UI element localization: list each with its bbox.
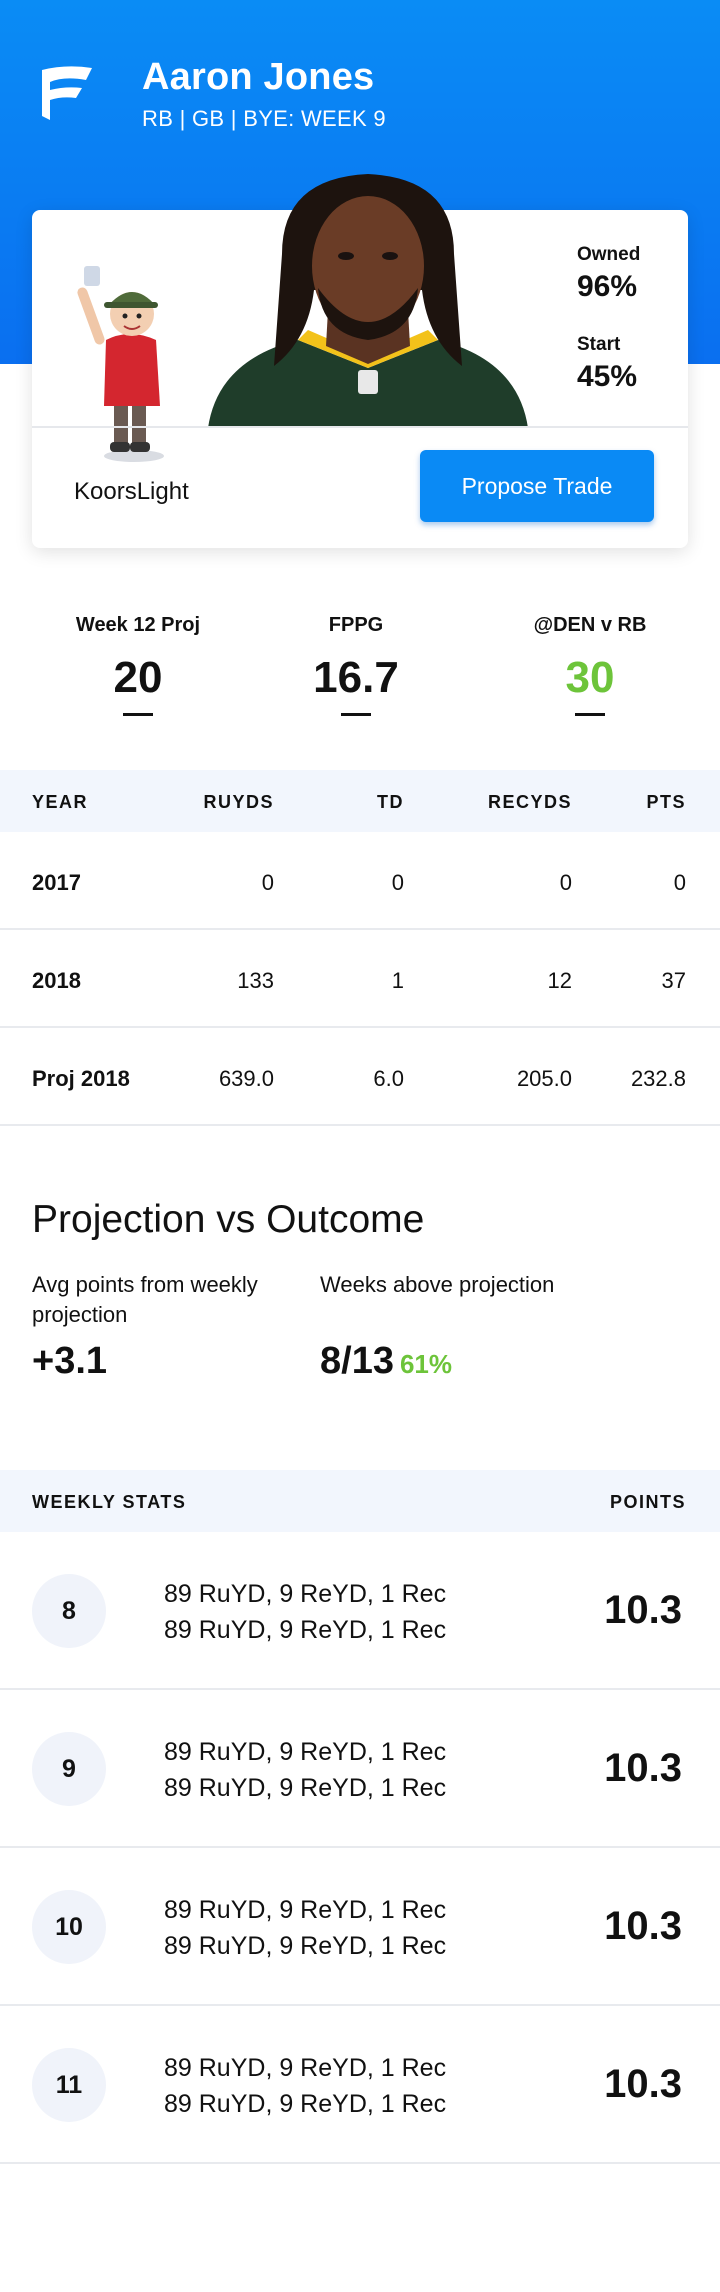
cell-ruyds: 0 [261, 870, 274, 895]
table-row: 2018 133 1 12 37 [0, 930, 720, 1028]
weekly-stats-header: WEEKLY STATS POINTS [0, 1470, 720, 1532]
cell-ruyds: 639.0 [218, 1066, 274, 1091]
weeks-above-count: 8/13 [320, 1340, 394, 1382]
table-header: YEAR RUYDS TD RECYDS PTS [0, 770, 720, 832]
cell-ruyds: 133 [237, 968, 274, 993]
col-year[interactable]: YEAR [32, 792, 89, 812]
list-item[interactable]: 8 89 RuYD, 9 ReYD, 1 Rec 89 RuYD, 9 ReYD… [0, 1532, 720, 1690]
list-item[interactable]: 11 89 RuYD, 9 ReYD, 1 Rec 89 RuYD, 9 ReY… [0, 2006, 720, 2164]
owner-name[interactable]: KoorsLight [74, 478, 189, 505]
week-projection-label: Week 12 Proj [75, 614, 201, 636]
weeks-above-label: Weeks above projection [320, 1272, 555, 1297]
week-stat-line: 89 RuYD, 9 ReYD, 1 Rec [164, 1616, 447, 1644]
col-ruyds[interactable]: RUYDS [203, 792, 274, 812]
cell-year: 2017 [32, 870, 81, 895]
matchup-rank-value: 30 [565, 653, 615, 702]
cell-year: Proj 2018 [32, 1066, 130, 1091]
avg-points-label: Avg points from weekly projection [32, 1272, 258, 1327]
col-td[interactable]: TD [377, 792, 404, 812]
week-projection: Week 12 Proj 20 [18, 614, 258, 716]
week-points: 10.3 [604, 1904, 682, 1948]
cell-recyds: 12 [547, 968, 572, 993]
player-name: Aaron Jones [142, 56, 375, 98]
season-stats-table: YEAR RUYDS TD RECYDS PTS 2017 0 0 0 0 20… [0, 770, 720, 1126]
cell-td: 6.0 [373, 1066, 404, 1091]
points-title: POINTS [609, 1492, 686, 1512]
weekly-stats-title: WEEKLY STATS [32, 1492, 187, 1512]
player-card: Owned 96% Start 45% KoorsLight Propose T… [32, 174, 688, 548]
list-item[interactable]: 10 89 RuYD, 9 ReYD, 1 Rec 89 RuYD, 9 ReY… [0, 1848, 720, 2006]
col-recyds[interactable]: RECYDS [487, 792, 572, 812]
cell-pts: 232.8 [630, 1066, 686, 1091]
card-divider [32, 426, 688, 428]
week-stat-lines: 89 RuYD, 9 ReYD, 1 Rec 89 RuYD, 9 ReYD, … [164, 1892, 446, 1964]
week-stat-line: 89 RuYD, 9 ReYD, 1 Rec [164, 1932, 447, 1960]
table-row: 2017 0 0 0 0 [0, 832, 720, 930]
cell-pts: 37 [661, 968, 686, 993]
week-number-badge: 9 [32, 1732, 106, 1806]
week-points: 10.3 [604, 2062, 682, 2106]
week-points: 10.3 [604, 1746, 682, 1790]
fppg: FPPG 16.7 [236, 614, 476, 716]
cell-year: 2018 [32, 968, 81, 993]
pvo-title: Projection vs Outcome [32, 1198, 425, 1241]
week-number-badge: 10 [32, 1890, 106, 1964]
week-projection-value: 20 [113, 653, 163, 702]
weeks-above-value: 8/13 61% [320, 1340, 452, 1383]
week-stat-lines: 89 RuYD, 9 ReYD, 1 Rec 89 RuYD, 9 ReYD, … [164, 2050, 446, 2122]
week-number-badge: 11 [32, 2048, 106, 2122]
week-stat-line: 89 RuYD, 9 ReYD, 1 Rec [164, 1896, 447, 1924]
week-stat-line: 89 RuYD, 9 ReYD, 1 Rec [164, 1580, 447, 1608]
matchup-rank-dash [575, 713, 605, 716]
week-stat-lines: 89 RuYD, 9 ReYD, 1 Rec 89 RuYD, 9 ReYD, … [164, 1734, 446, 1806]
app-logo-icon[interactable] [36, 62, 94, 124]
propose-trade-button[interactable]: Propose Trade [420, 450, 654, 522]
owned-label: Owned [577, 244, 641, 265]
fppg-value: 16.7 [313, 653, 399, 702]
week-number-badge: 8 [32, 1574, 106, 1648]
cell-recyds: 205.0 [516, 1066, 572, 1091]
table-row: Proj 2018 639.0 6.0 205.0 232.8 [0, 1028, 720, 1126]
fppg-label: FPPG [328, 614, 384, 636]
week-projection-dash [123, 713, 153, 716]
cell-pts: 0 [673, 870, 686, 895]
list-item[interactable]: 9 89 RuYD, 9 ReYD, 1 Rec 89 RuYD, 9 ReYD… [0, 1690, 720, 1848]
week-stat-line: 89 RuYD, 9 ReYD, 1 Rec [164, 1774, 447, 1802]
week-stat-line: 89 RuYD, 9 ReYD, 1 Rec [164, 2054, 447, 2082]
col-pts[interactable]: PTS [646, 792, 686, 812]
weeks-above-percent: 61% [399, 1349, 453, 1379]
fppg-dash [341, 713, 371, 716]
player-photo [208, 174, 528, 428]
avg-points-value: +3.1 [32, 1340, 108, 1382]
week-stat-line: 89 RuYD, 9 ReYD, 1 Rec [164, 1738, 447, 1766]
week-stat-line: 89 RuYD, 9 ReYD, 1 Rec [164, 2090, 447, 2118]
cell-td: 0 [391, 870, 404, 895]
user-avatar-icon[interactable] [76, 256, 186, 466]
player-meta: RB | GB | BYE: WEEK 9 [142, 106, 386, 131]
week-points: 10.3 [604, 1588, 682, 1632]
matchup-rank-label: @DEN v RB [533, 614, 647, 636]
start-label: Start [577, 334, 621, 355]
weekly-stats: WEEKLY STATS POINTS 8 89 RuYD, 9 ReYD, 1… [0, 1470, 720, 2164]
cell-recyds: 0 [559, 870, 572, 895]
start-value: 45% [577, 360, 638, 393]
week-stat-lines: 89 RuYD, 9 ReYD, 1 Rec 89 RuYD, 9 ReYD, … [164, 1576, 446, 1648]
owned-value: 96% [577, 270, 638, 303]
cell-td: 1 [391, 968, 404, 993]
matchup-rank: @DEN v RB 30 [470, 614, 710, 716]
